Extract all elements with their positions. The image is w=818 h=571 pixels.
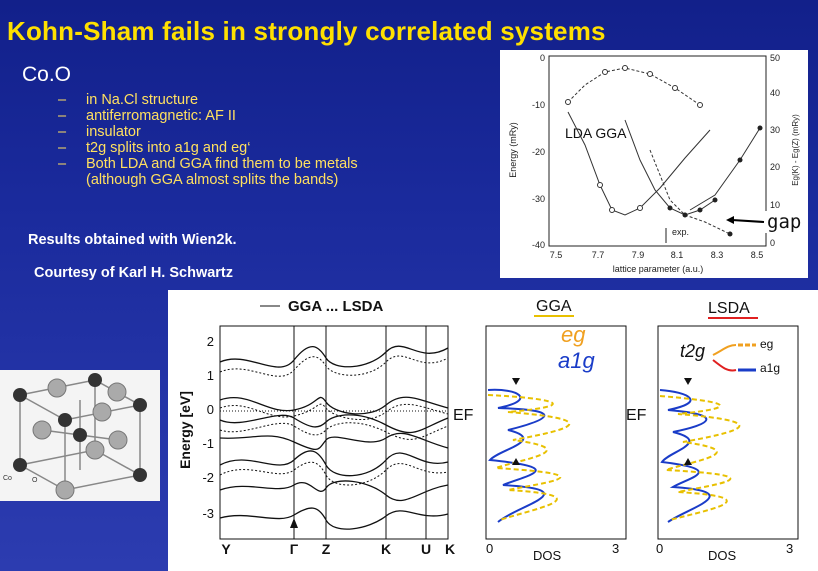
k-label: Γ <box>290 541 299 557</box>
lsda-fermi-label: EF <box>626 407 647 424</box>
gga-eg-label: eg <box>561 322 586 347</box>
x-tick: 7.5 <box>550 250 563 260</box>
band-y-axis-label: Energy [eV] <box>177 391 193 469</box>
lsda-dos-title: LSDA <box>708 300 750 317</box>
band-y-tick: 0 <box>207 402 214 417</box>
gga-dos-tick: 3 <box>612 541 619 556</box>
legend-co-label: Co <box>3 475 12 482</box>
exp-label: exp. <box>672 227 689 237</box>
y-right-tick: 0 <box>770 238 775 248</box>
band-structure-plot: GGA ... LSDA 2 1 0 -1 -2 -3 Energy [eV] … <box>177 298 799 563</box>
bullet-text: t2g splits into a1g and eg‘ <box>86 140 251 156</box>
bullet-splitting: – t2g splits into a1g and eg‘ <box>58 140 388 156</box>
y-right-tick: 20 <box>770 162 780 172</box>
y-left-tick: -30 <box>532 194 545 204</box>
bands-dos-panel: GGA ... LSDA 2 1 0 -1 -2 -3 Energy [eV] … <box>168 290 818 571</box>
legend-lda-gga: LDA GGA <box>565 125 627 141</box>
x-tick: 7.7 <box>592 250 605 260</box>
crystal-structure-panel: Co O <box>0 370 160 501</box>
k-label: K <box>445 541 455 557</box>
y-left-tick: -20 <box>532 147 545 157</box>
y-right-tick: 40 <box>770 88 780 98</box>
x-tick: 8.5 <box>751 250 764 260</box>
y-right-tick: 10 <box>770 200 780 210</box>
k-label: K <box>381 541 391 557</box>
k-label: Y <box>221 541 231 557</box>
bullet-text: antiferromagnetic: AF II <box>86 108 236 124</box>
courtesy-note: Courtesy of Karl H. Schwartz <box>34 265 234 281</box>
bullet-dash: – <box>58 108 67 124</box>
y-left-tick: 0 <box>540 53 545 63</box>
bullet-text: Both LDA and GGA find them to be metals … <box>86 156 358 188</box>
legend-o-label: O <box>32 477 38 484</box>
results-note: Results obtained with Wien2k. <box>28 232 237 248</box>
lsda-a1g-label: a1g <box>760 361 780 375</box>
k-label: Z <box>322 541 331 557</box>
bands-legend: GGA ... LSDA <box>288 298 383 315</box>
band-y-tick: -3 <box>202 506 214 521</box>
y-right-axis-label: Eg(K) - Eg(Z) (mRy) <box>791 114 800 186</box>
crystal-structure-image: Co O <box>3 373 147 500</box>
bullet-dash: – <box>58 156 67 172</box>
y-left-tick: -40 <box>532 240 545 250</box>
gap-label: gap <box>765 211 804 233</box>
band-y-tick: 2 <box>207 334 214 349</box>
y-left-axis-label: Energy (mRy) <box>508 122 518 178</box>
bullet-magnetism: – antiferromagnetic: AF II <box>58 108 388 124</box>
bullet-insulator: – insulator <box>58 124 388 140</box>
x-tick: 7.9 <box>632 250 645 260</box>
x-axis-label: lattice parameter (a.u.) <box>613 264 704 274</box>
gga-dos-tick: 0 <box>486 541 493 556</box>
band-y-tick: 1 <box>207 368 214 383</box>
gga-fermi-label: EF <box>453 407 474 424</box>
slide-title: Kohn-Sham fails in strongly correlated s… <box>7 16 606 46</box>
band-y-tick: -2 <box>202 470 214 485</box>
x-tick: 8.1 <box>671 250 684 260</box>
bullet-structure: – in Na.Cl structure <box>58 92 388 108</box>
band-y-tick: -1 <box>202 436 214 451</box>
gga-a1g-label: a1g <box>558 348 595 373</box>
bullet-list: – in Na.Cl structure – antiferromagnetic: … <box>58 92 388 188</box>
y-left-tick: -10 <box>532 100 545 110</box>
bullet-metals: – Both LDA and GGA find them to be metals… <box>58 156 388 188</box>
gga-dos-label: DOS <box>533 548 562 563</box>
bullet-dash: – <box>58 124 67 140</box>
y-right-tick: 30 <box>770 125 780 135</box>
lsda-dos-tick: 0 <box>656 541 663 556</box>
bullet-text: insulator <box>86 124 141 140</box>
lsda-t2g-label: t2g <box>680 341 705 361</box>
lsda-dos-label: DOS <box>708 548 737 563</box>
energy-plot: 0 -10 -20 -30 -40 50 40 30 20 10 0 7.5 7… <box>508 53 800 274</box>
lsda-dos-tick: 3 <box>786 541 793 556</box>
gga-dos-title: GGA <box>536 298 572 315</box>
bullet-dash: – <box>58 140 67 156</box>
x-tick: 8.3 <box>711 250 724 260</box>
k-label: U <box>421 541 431 557</box>
lsda-eg-label: eg <box>760 337 773 351</box>
bullet-text: in Na.Cl structure <box>86 92 199 108</box>
energy-plot-panel: 0 -10 -20 -30 -40 50 40 30 20 10 0 7.5 7… <box>500 50 808 278</box>
y-right-tick: 50 <box>770 53 780 63</box>
topic-label: Co.O <box>22 63 72 86</box>
bullet-dash: – <box>58 92 67 108</box>
